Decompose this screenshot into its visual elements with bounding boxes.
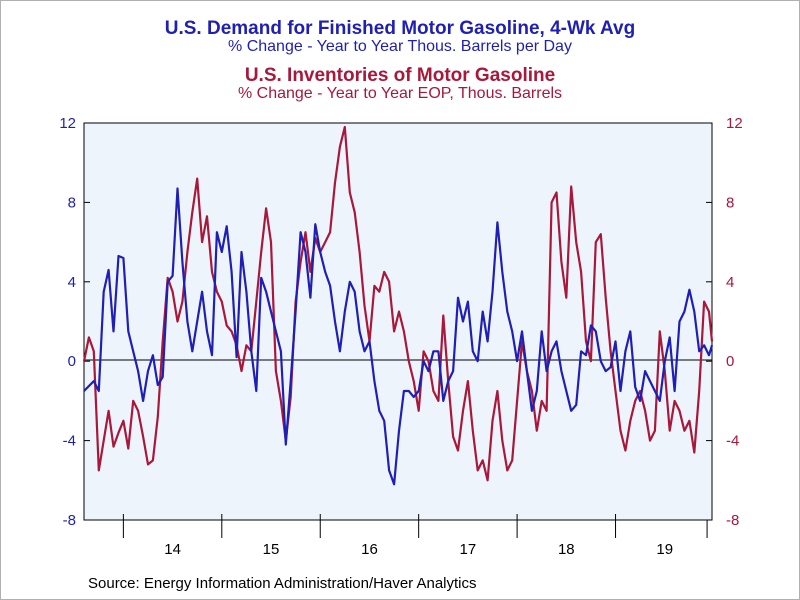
x-tick-label: 15 — [263, 541, 280, 558]
x-tick-label: 17 — [460, 541, 477, 558]
x-tick-label: 18 — [558, 541, 575, 558]
right-y-tick-label: -8 — [726, 512, 739, 529]
x-tick-label: 14 — [164, 541, 181, 558]
left-y-tick-label: 8 — [68, 194, 76, 211]
left-y-tick-label: -4 — [63, 433, 76, 450]
x-tick-label: 16 — [361, 541, 378, 558]
chart-title-demand: U.S. Demand for Finished Motor Gasoline,… — [164, 18, 636, 39]
right-y-axis: -8 -4 0 4 8 12 — [706, 115, 743, 529]
right-y-tick-label: 4 — [726, 274, 734, 291]
chart-title-inventories: U.S. Inventories of Motor Gasoline — [244, 65, 556, 86]
right-y-tick-label: -4 — [726, 433, 739, 450]
left-y-tick-label: 4 — [68, 274, 76, 291]
chart-subtitle-inventories: % Change - Year to Year EOP, Thous. Barr… — [237, 85, 563, 102]
source-note: Source: Energy Information Administratio… — [88, 575, 477, 592]
left-y-tick-label: -8 — [63, 512, 76, 529]
chart-subtitle-demand: % Change - Year to Year Thous. Barrels p… — [228, 38, 572, 55]
left-y-axis: -8 -4 0 4 8 12 — [59, 115, 90, 529]
left-y-tick-label: 12 — [59, 115, 76, 132]
inventories-series-line — [82, 125, 714, 482]
demand-series-line — [83, 187, 714, 486]
right-y-tick-label: 0 — [726, 353, 734, 370]
right-y-tick-label: 12 — [726, 115, 743, 132]
x-tick-label: 19 — [656, 541, 673, 558]
x-axis: 14 15 16 17 18 19 — [122, 514, 708, 558]
left-y-tick-label: 0 — [68, 353, 76, 370]
right-y-tick-label: 8 — [726, 194, 734, 211]
